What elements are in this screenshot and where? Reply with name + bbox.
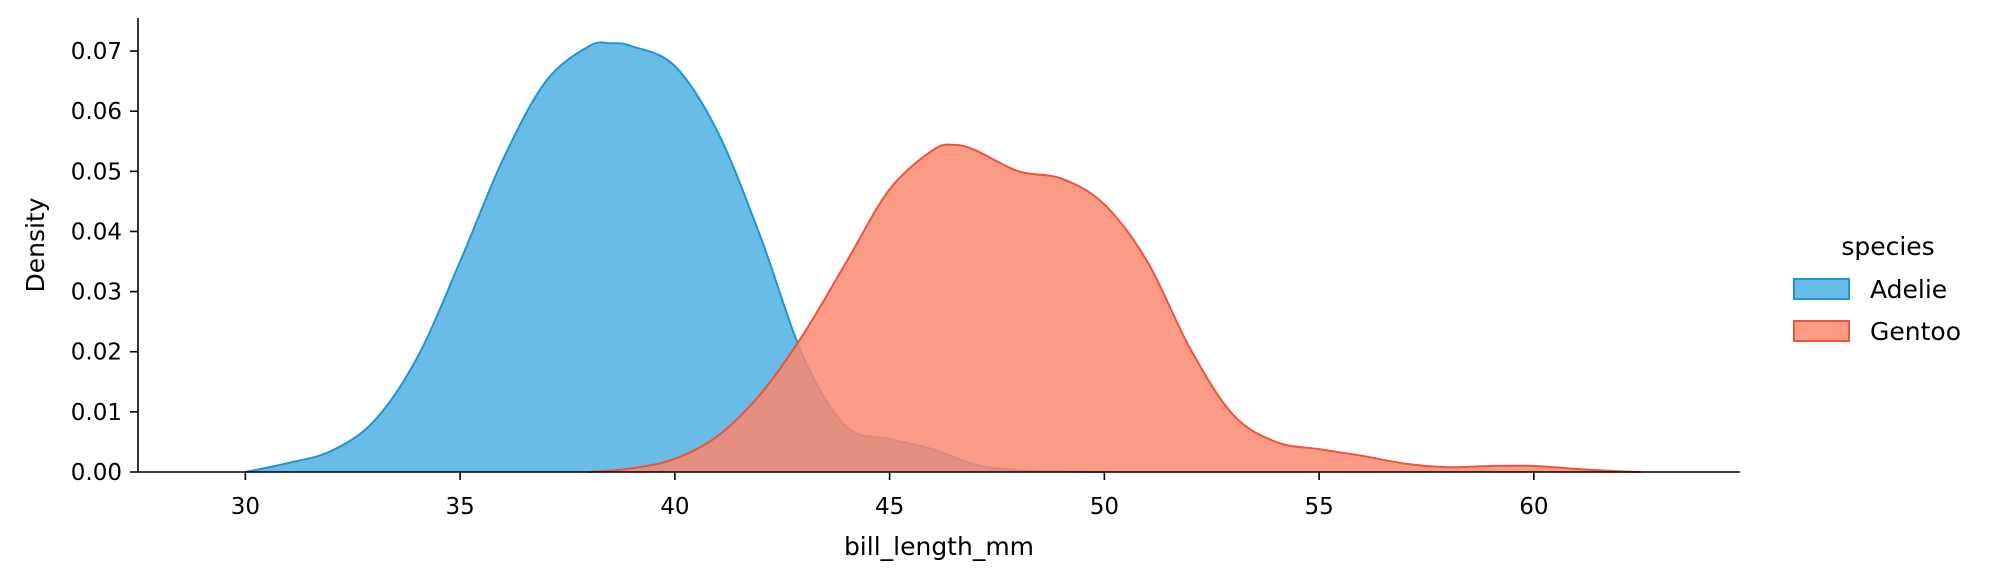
legend-swatch-gentoo: [1793, 320, 1850, 342]
legend-entries: Adelie Gentoo: [1793, 275, 1961, 346]
legend-swatch-adelie: [1793, 278, 1850, 300]
x-axis-title: bill_length_mm: [844, 532, 1034, 561]
legend-label-adelie: Adelie: [1870, 275, 1947, 304]
density-area-gentoo: [588, 144, 1642, 472]
y-tick-label: 0.04: [71, 219, 122, 245]
x-tick-label: 40: [660, 494, 689, 520]
x-tick-label: 60: [1519, 494, 1548, 520]
legend-label-gentoo: Gentoo: [1870, 317, 1961, 346]
series-layer: [245, 41, 1642, 473]
x-tick-label: 35: [445, 494, 474, 520]
legend-title: species: [1841, 232, 1934, 261]
x-tick-label: 50: [1090, 494, 1119, 520]
x-ticks: 30 35 40 45 50 55 60: [231, 472, 1548, 520]
axes-layer: [137, 18, 1740, 473]
density-line-gentoo: [588, 143, 1642, 473]
y-tick-label: 0.06: [71, 99, 122, 125]
y-tick-label: 0.05: [71, 159, 122, 185]
y-tick-label: 0.00: [71, 460, 122, 486]
x-tick-label: 45: [875, 494, 904, 520]
y-axis-title: Density: [21, 197, 50, 292]
y-ticks: 0.00 0.01 0.02 0.03 0.04 0.05 0.06 0.07: [71, 39, 138, 486]
y-tick-label: 0.02: [71, 340, 122, 366]
x-tick-label: 55: [1304, 494, 1333, 520]
y-tick-label: 0.01: [71, 400, 122, 426]
y-tick-label: 0.07: [71, 39, 122, 65]
y-tick-label: 0.03: [71, 280, 122, 306]
legend: species Adelie Gentoo: [1793, 232, 1961, 346]
density-area-adelie: [245, 42, 1105, 473]
x-tick-label: 30: [231, 494, 260, 520]
